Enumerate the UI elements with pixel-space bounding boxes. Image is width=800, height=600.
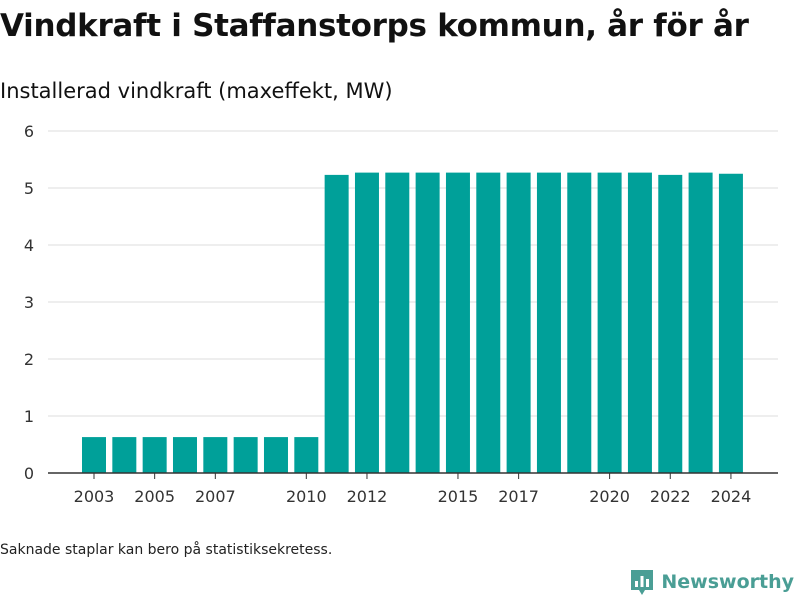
bar-2018 xyxy=(536,172,561,474)
bar-2016 xyxy=(476,172,501,474)
bar-2008 xyxy=(233,437,258,473)
bar-2013 xyxy=(385,172,410,474)
bar-2007 xyxy=(203,437,228,473)
x-tick-label: 2020 xyxy=(589,487,630,506)
bar-2003 xyxy=(82,437,106,473)
bar-2015 xyxy=(445,172,470,474)
brand: Newsworthy xyxy=(629,568,794,596)
x-tick-label: 2015 xyxy=(438,487,479,506)
x-tick-label: 2017 xyxy=(498,487,539,506)
footnote: Saknade staplar kan bero på statistiksek… xyxy=(0,542,333,558)
bar-2004 xyxy=(112,437,137,473)
bar-2023 xyxy=(688,172,713,474)
bar-2006 xyxy=(172,437,197,473)
bar-2024 xyxy=(718,173,743,473)
gridlines xyxy=(48,130,778,417)
bars xyxy=(82,172,743,474)
bar-2012 xyxy=(354,172,379,474)
chart-title: Vindkraft i Staffanstorps kommun, år för… xyxy=(0,8,749,44)
y-tick-label: 5 xyxy=(24,179,34,198)
y-tick-label: 4 xyxy=(24,236,34,255)
y-tick-label: 1 xyxy=(24,407,34,426)
y-tick-label: 3 xyxy=(24,293,34,312)
x-tick-label: 2024 xyxy=(711,487,752,506)
bar-2005 xyxy=(142,437,167,473)
y-tick-label: 6 xyxy=(24,122,34,141)
bar-2011 xyxy=(324,174,349,473)
y-tick-label: 2 xyxy=(24,350,34,369)
y-tick-label: 0 xyxy=(24,464,34,483)
bar-2014 xyxy=(415,172,440,474)
x-tick-label: 2003 xyxy=(74,487,115,506)
bar-2017 xyxy=(506,172,531,474)
brand-name: Newsworthy xyxy=(661,571,794,593)
y-axis-ticks: 0 1 2 3 4 5 6 xyxy=(24,122,34,483)
bar-2010 xyxy=(294,437,319,473)
bar-2020 xyxy=(597,172,622,474)
x-tick-label: 2007 xyxy=(195,487,236,506)
x-tick-label: 2005 xyxy=(134,487,175,506)
newsworthy-logo-icon xyxy=(631,570,654,595)
bar-2019 xyxy=(567,172,592,474)
bar-2022 xyxy=(658,174,683,473)
x-tick-label: 2012 xyxy=(347,487,388,506)
chart-subtitle: Installerad vindkraft (maxeffekt, MW) xyxy=(0,79,393,103)
x-tick-label: 2010 xyxy=(286,487,327,506)
x-axis-ticks: 2003 2005 2007 2010 2012 2015 2017 2020 2022 2024 xyxy=(74,473,752,506)
bar-2021 xyxy=(627,172,652,474)
bar-2009 xyxy=(263,437,288,473)
x-tick-label: 2022 xyxy=(650,487,691,506)
